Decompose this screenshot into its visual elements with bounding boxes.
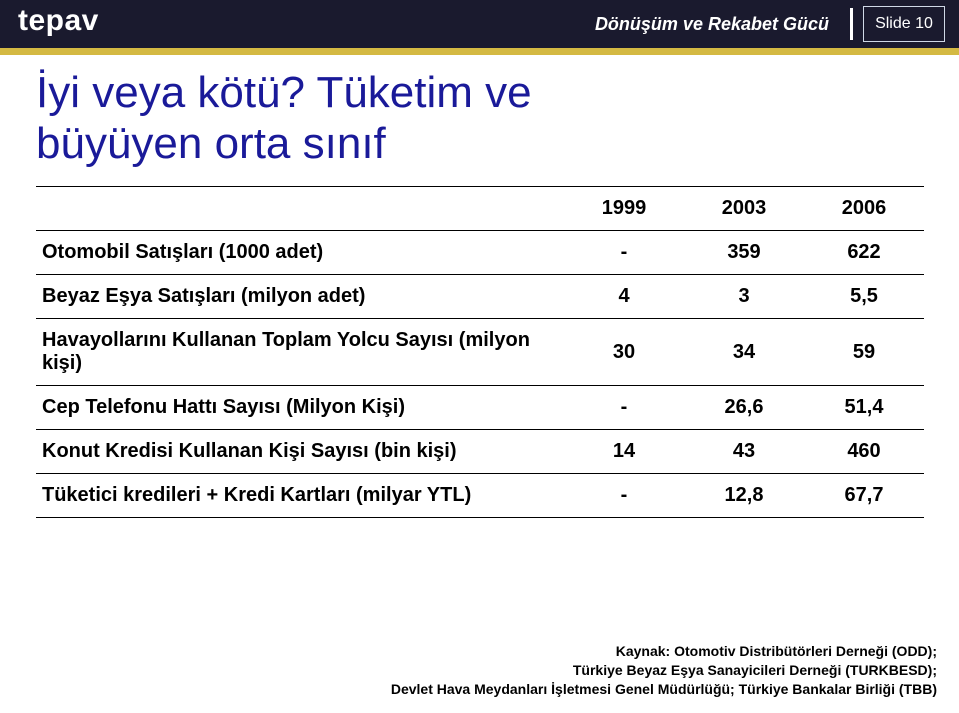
- topbar: tepav Dönüşüm ve Rekabet Gücü Slide 10: [0, 0, 959, 48]
- row-label: Otomobil Satışları (1000 adet): [36, 231, 564, 275]
- header-title: Dönüşüm ve Rekabet Gücü: [595, 14, 829, 35]
- row-value: -: [564, 386, 684, 430]
- row-value: 14: [564, 430, 684, 474]
- row-value: 43: [684, 430, 804, 474]
- row-value: 12,8: [684, 474, 804, 518]
- source-line1: Kaynak: Otomotiv Distribütörleri Derneği…: [616, 643, 937, 659]
- row-value: -: [564, 474, 684, 518]
- slide-number: Slide 10: [875, 15, 933, 33]
- main-title: İyi veya kötü? Tüketim ve büyüyen orta s…: [36, 68, 532, 169]
- row-label: Konut Kredisi Kullanan Kişi Sayısı (bin …: [36, 430, 564, 474]
- row-label: Havayollarını Kullanan Toplam Yolcu Sayı…: [36, 319, 564, 386]
- row-value: 622: [804, 231, 924, 275]
- col-header-year: 2003: [684, 187, 804, 231]
- row-value: 30: [564, 319, 684, 386]
- row-value: 3: [684, 275, 804, 319]
- row-value: -: [564, 231, 684, 275]
- col-header-year: 1999: [564, 187, 684, 231]
- col-header-label: [36, 187, 564, 231]
- table-row: Otomobil Satışları (1000 adet)-359622: [36, 231, 924, 275]
- yellow-strip: [0, 48, 959, 55]
- row-value: 67,7: [804, 474, 924, 518]
- main-title-line2: büyüyen orta sınıf: [36, 119, 386, 168]
- row-value: 460: [804, 430, 924, 474]
- col-header-year: 2006: [804, 187, 924, 231]
- source-line2: Türkiye Beyaz Eşya Sanayicileri Derneği …: [573, 662, 937, 678]
- main-title-line1: İyi veya kötü? Tüketim ve: [36, 68, 532, 117]
- row-label: Cep Telefonu Hattı Sayısı (Milyon Kişi): [36, 386, 564, 430]
- table-row: Cep Telefonu Hattı Sayısı (Milyon Kişi)-…: [36, 386, 924, 430]
- logo: tepav: [18, 4, 99, 38]
- table-row: Konut Kredisi Kullanan Kişi Sayısı (bin …: [36, 430, 924, 474]
- row-value: 59: [804, 319, 924, 386]
- table-row: Beyaz Eşya Satışları (milyon adet)435,5: [36, 275, 924, 319]
- slide-number-box: Slide 10: [863, 6, 945, 42]
- row-value: 359: [684, 231, 804, 275]
- source-line3: Devlet Hava Meydanları İşletmesi Genel M…: [391, 681, 937, 697]
- row-value: 51,4: [804, 386, 924, 430]
- slide: tepav Dönüşüm ve Rekabet Gücü Slide 10 İ…: [0, 0, 959, 713]
- table-header-row: 199920032006: [36, 187, 924, 231]
- header-divider: [850, 8, 853, 40]
- table-row: Tüketici kredileri + Kredi Kartları (mil…: [36, 474, 924, 518]
- row-value: 4: [564, 275, 684, 319]
- source-text: Kaynak: Otomotiv Distribütörleri Derneği…: [330, 642, 937, 699]
- row-value: 5,5: [804, 275, 924, 319]
- row-value: 26,6: [684, 386, 804, 430]
- row-value: 34: [684, 319, 804, 386]
- row-label: Beyaz Eşya Satışları (milyon adet): [36, 275, 564, 319]
- data-table: 199920032006Otomobil Satışları (1000 ade…: [36, 186, 924, 518]
- table-row: Havayollarını Kullanan Toplam Yolcu Sayı…: [36, 319, 924, 386]
- row-label: Tüketici kredileri + Kredi Kartları (mil…: [36, 474, 564, 518]
